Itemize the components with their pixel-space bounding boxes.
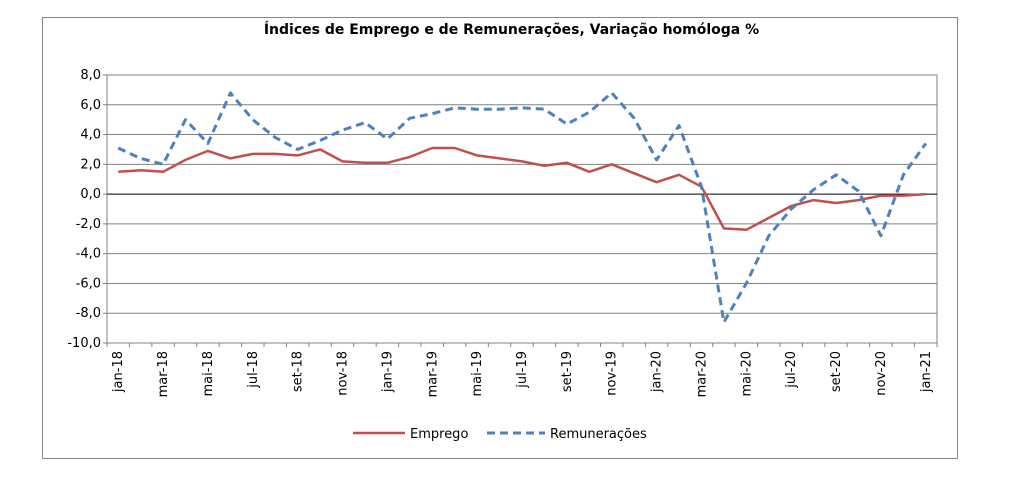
legend: Emprego Remunerações: [353, 427, 647, 442]
x-tick-label: nov-20: [874, 351, 889, 396]
series-lines: [117, 91, 928, 324]
x-tick-label: mar-20: [694, 351, 709, 397]
x-tick-label: jul-19: [515, 351, 530, 389]
legend-label: Remunerações: [550, 427, 647, 442]
y-tick-label: -10,0: [67, 336, 101, 351]
x-tick-label: jan-20: [650, 351, 665, 393]
y-tick-label: 6,0: [80, 98, 101, 113]
series-line-remuneracoes: [117, 91, 928, 324]
gridlines: [107, 74, 937, 344]
y-axis-ticks: 8,0 6,0 4,0 2,0 0,0 -2,0 -4,0 -6,0 -8,0 -10,0: [67, 68, 107, 351]
x-tick-label: nov-18: [336, 351, 351, 396]
x-tick-label: mai-19: [470, 351, 485, 396]
x-tick-label: mai-20: [739, 351, 754, 396]
y-tick-label: 0,0: [80, 187, 101, 202]
x-tick-label: mai-18: [201, 351, 216, 396]
y-tick-label: 2,0: [80, 157, 101, 172]
x-tick-label: jan-19: [380, 351, 395, 393]
chart-title: Índices de Emprego e de Remunerações, Va…: [263, 22, 760, 38]
x-tick-label: mar-18: [156, 351, 171, 397]
x-tick-label: jul-20: [784, 351, 799, 389]
plot-area: [106, 74, 938, 344]
x-tick-label: jan-21: [919, 351, 934, 393]
y-tick-label: 4,0: [80, 128, 101, 143]
y-tick-label: -6,0: [76, 276, 101, 291]
x-tick-label: set-19: [560, 351, 575, 392]
y-tick-label: -2,0: [76, 217, 101, 232]
x-tick-label: jan-18: [111, 351, 126, 393]
series-line-emprego: [118, 146, 926, 232]
x-tick-label: mar-19: [425, 351, 440, 397]
y-tick-label: -4,0: [76, 247, 101, 262]
y-tick-label: -8,0: [76, 306, 101, 321]
x-tick-label: set-20: [829, 351, 844, 392]
x-tick-label: nov-19: [605, 351, 620, 396]
x-axis-ticks: jan-18 mar-18 mai-18 jul-18 set-18 nov-18 jan-…: [106, 343, 938, 397]
x-tick-label: jul-18: [246, 351, 261, 389]
x-tick-label: set-18: [291, 351, 306, 392]
legend-label: Emprego: [410, 427, 468, 442]
y-tick-label: 8,0: [80, 68, 101, 83]
